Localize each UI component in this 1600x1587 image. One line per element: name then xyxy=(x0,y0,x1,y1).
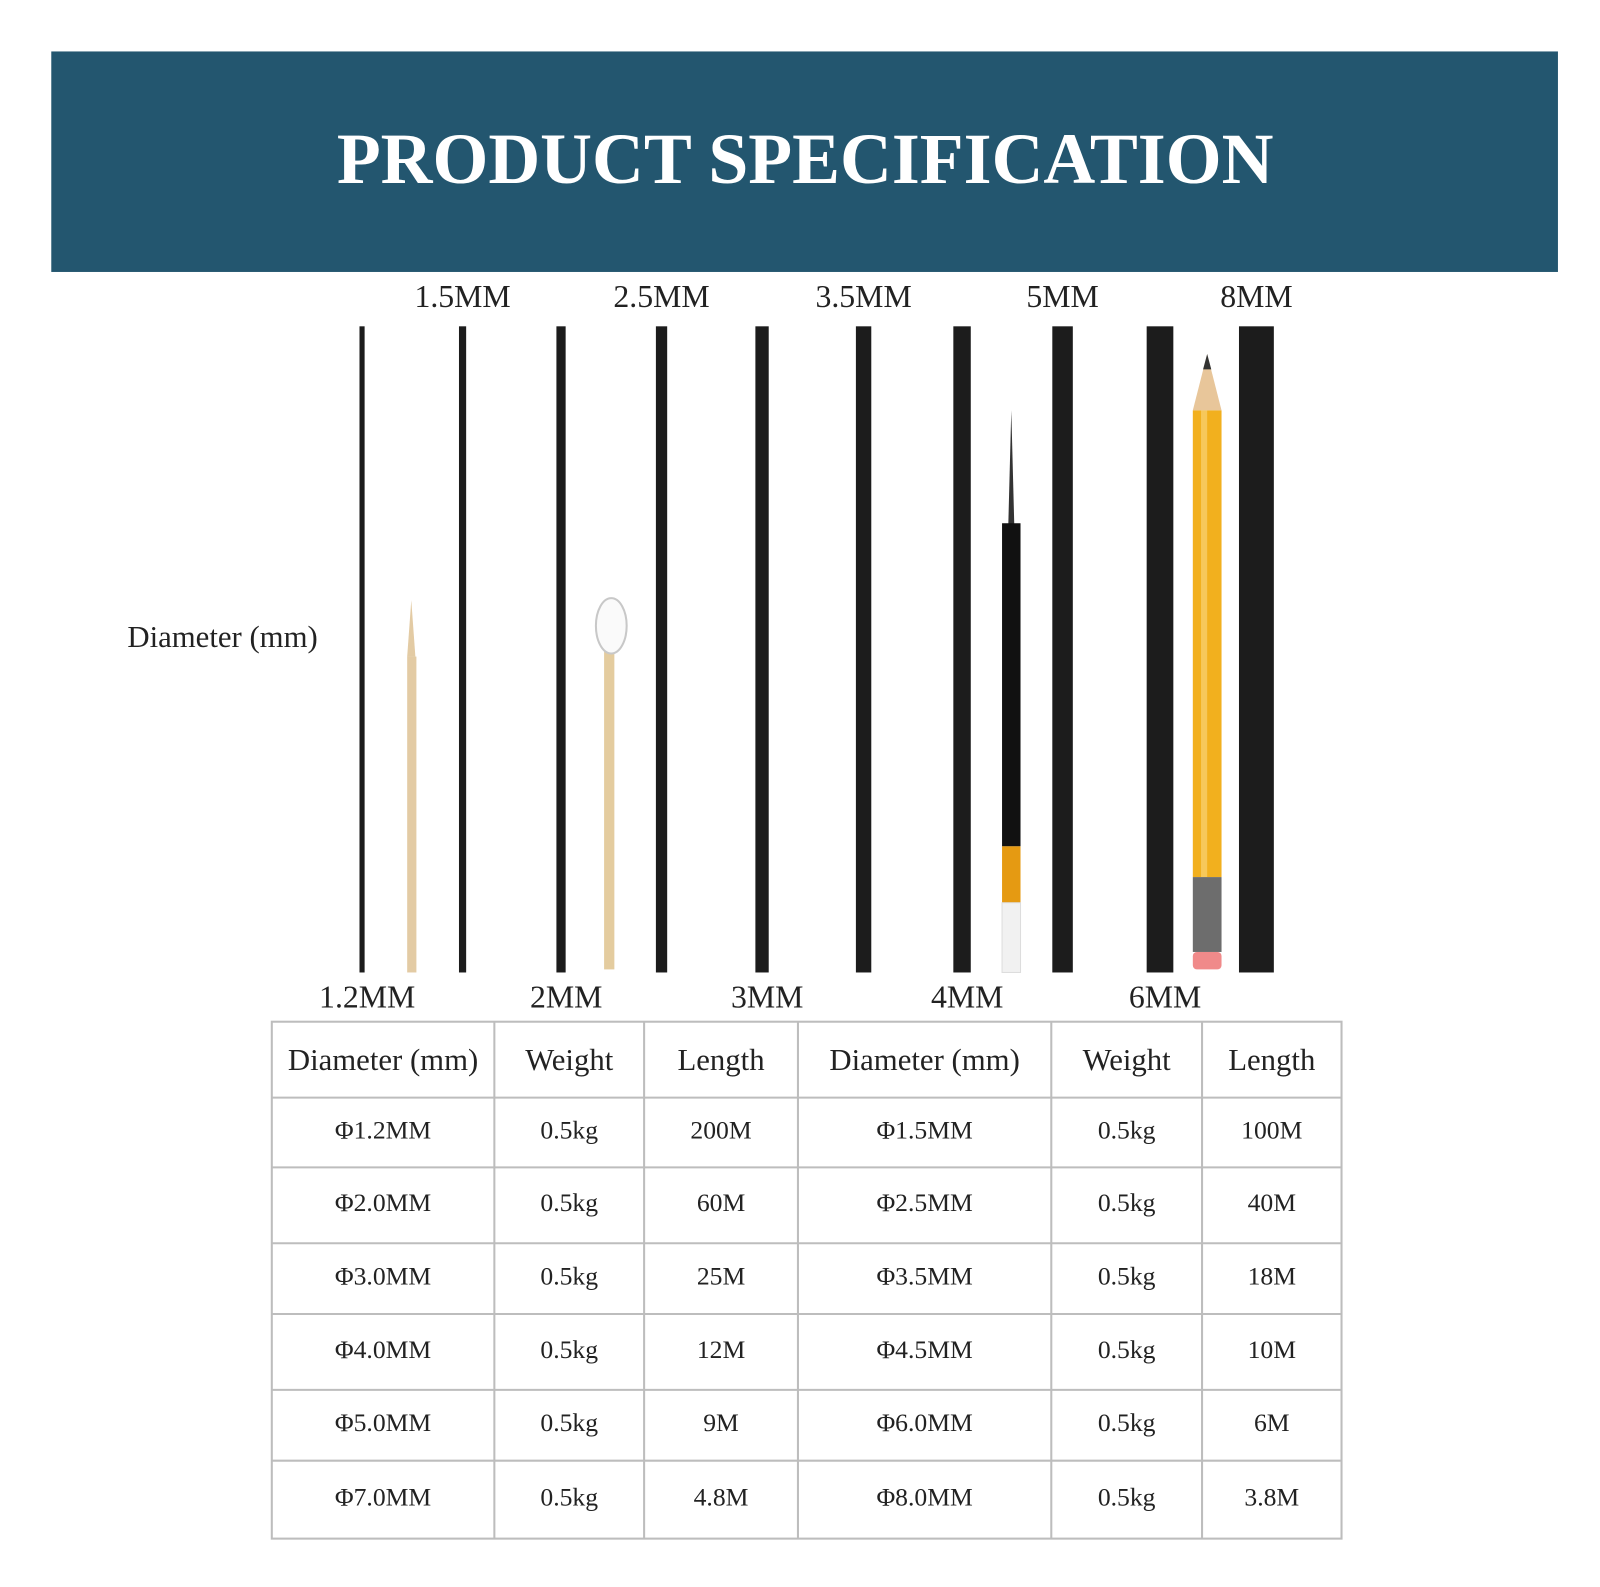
refill-body xyxy=(1002,523,1021,847)
table-cell: 0.5kg xyxy=(1098,1262,1156,1291)
rod xyxy=(556,326,566,973)
rod xyxy=(755,326,769,973)
table-cell: 200M xyxy=(690,1115,751,1144)
swab-head xyxy=(594,597,628,655)
table-cell: 0.5kg xyxy=(540,1408,598,1437)
table-border xyxy=(270,1020,1343,1540)
table-cell: Φ7.0MM xyxy=(335,1483,432,1512)
table-cell: 12M xyxy=(697,1335,746,1364)
bottom-label: 1.2MM xyxy=(319,979,415,1014)
table-cell: 0.5kg xyxy=(540,1188,598,1217)
header-cell: Weight xyxy=(1083,1043,1172,1077)
rod xyxy=(655,326,668,973)
rod xyxy=(1146,326,1174,973)
table-cell: 10M xyxy=(1248,1335,1297,1364)
rod xyxy=(1238,326,1274,973)
rods xyxy=(359,326,1274,973)
table-cell: 0.5kg xyxy=(540,1483,598,1512)
header-cell: Length xyxy=(677,1043,764,1077)
toothpick-body xyxy=(407,656,417,973)
refill-tip xyxy=(1008,410,1015,529)
table-cell: Φ8.0MM xyxy=(876,1483,973,1512)
rod xyxy=(359,326,365,973)
table-cell: Φ4.0MM xyxy=(335,1335,432,1364)
table-cell: 4.8M xyxy=(694,1483,749,1512)
rod xyxy=(855,326,872,973)
bottom-label: 3MM xyxy=(731,979,803,1014)
pencil-tip xyxy=(1192,354,1222,411)
toothpick-tip xyxy=(407,600,416,657)
table-cell: 3.8M xyxy=(1244,1483,1299,1512)
rod-labels: 1.5MM 2.5MM 3.5MM 5MM 8MM 1.2MM 2MM 3MM 4MM 6MM xyxy=(319,279,1293,1015)
table-cell: 60M xyxy=(697,1188,746,1217)
bottom-label: 2MM xyxy=(530,979,602,1014)
pencil-ferrule xyxy=(1192,877,1222,952)
bottom-label: 4MM xyxy=(931,979,1003,1014)
table-cell: Φ2.5MM xyxy=(876,1188,973,1217)
table-cell: 25M xyxy=(697,1262,746,1291)
table-cell: 0.5kg xyxy=(540,1335,598,1364)
table-cell: 0.5kg xyxy=(540,1262,598,1291)
pencil-lead xyxy=(1203,354,1212,370)
rod xyxy=(1052,326,1073,973)
table-cell: 0.5kg xyxy=(540,1115,598,1144)
rod xyxy=(458,326,467,973)
header-cell: Diameter (mm) xyxy=(829,1043,1019,1077)
top-label: 5MM xyxy=(1026,279,1098,314)
table-cell: 100M xyxy=(1241,1115,1302,1144)
top-label: 2.5MM xyxy=(613,279,709,314)
pen-refill xyxy=(1001,410,1022,973)
pencil-eraser xyxy=(1192,951,1222,970)
pencil xyxy=(1192,354,1222,970)
table-cell: 0.5kg xyxy=(1098,1335,1156,1364)
table-cell: 0.5kg xyxy=(1098,1408,1156,1437)
table-cell: Φ3.0MM xyxy=(335,1262,432,1291)
top-label: 8MM xyxy=(1220,279,1292,314)
table-cell: 0.5kg xyxy=(1098,1115,1156,1144)
header-banner xyxy=(51,51,1558,272)
table-cell: Φ1.2MM xyxy=(335,1115,432,1144)
pencil-highlight xyxy=(1201,410,1208,878)
table-cell: Φ4.5MM xyxy=(876,1335,973,1364)
table-cell: 40M xyxy=(1248,1188,1297,1217)
refill-ink xyxy=(1002,846,1021,903)
table-cell: Φ3.5MM xyxy=(876,1262,973,1291)
table-cell: 9M xyxy=(703,1408,739,1437)
table-cell: Φ1.5MM xyxy=(876,1115,973,1144)
table-cell: 0.5kg xyxy=(1098,1483,1156,1512)
top-label: 3.5MM xyxy=(815,279,911,314)
toothpick xyxy=(407,600,417,973)
table-cell: 6M xyxy=(1254,1408,1290,1437)
rod xyxy=(953,326,971,973)
swab-stick xyxy=(604,636,615,970)
cotton-swab xyxy=(594,597,628,970)
refill-end xyxy=(1001,902,1022,973)
bottom-label: 6MM xyxy=(1129,979,1201,1014)
spec-table: Diameter (mm) Weight Length Diameter (mm) We… xyxy=(270,1020,1343,1540)
header-cell: Length xyxy=(1228,1043,1315,1077)
table-cell: Φ5.0MM xyxy=(335,1408,432,1437)
table-cell: 0.5kg xyxy=(1098,1188,1156,1217)
table-cell: 18M xyxy=(1248,1262,1297,1291)
table-cell: Φ2.0MM xyxy=(335,1188,432,1217)
title: PRODUCT SPECIFICATION xyxy=(337,119,1274,199)
axis-label: Diameter (mm) xyxy=(127,620,317,654)
header-cell: Diameter (mm) xyxy=(288,1043,478,1077)
header-cell: Weight xyxy=(525,1043,614,1077)
top-label: 1.5MM xyxy=(414,279,510,314)
table-cell: Φ6.0MM xyxy=(876,1408,973,1437)
